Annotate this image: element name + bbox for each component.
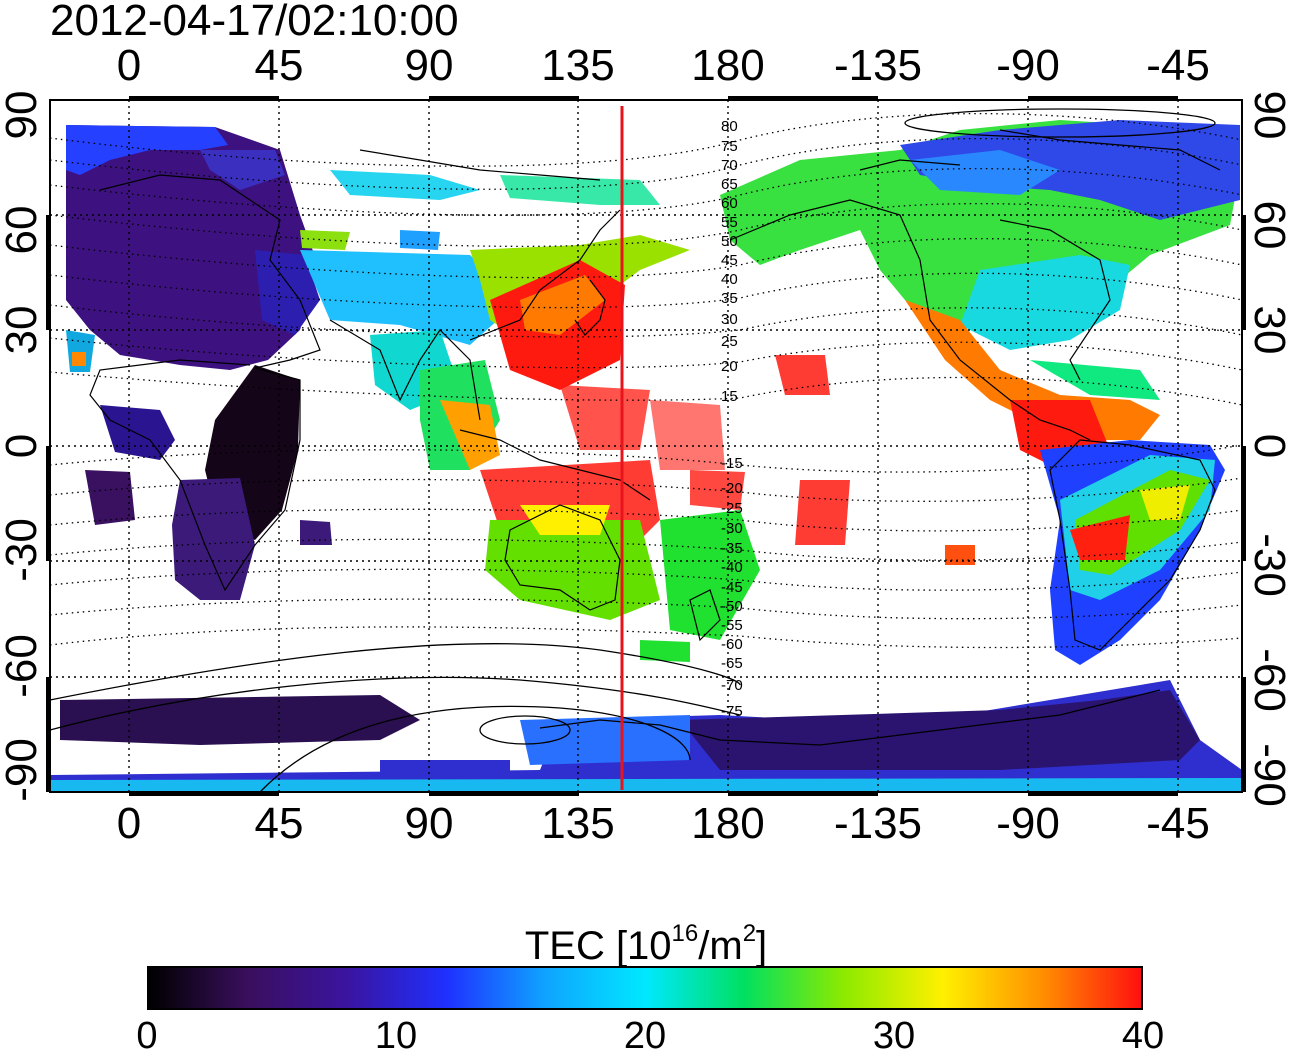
map-timestamp-title: 2012-04-17/02:10:00 (50, 0, 459, 45)
contour-label-s40: -40 (721, 559, 743, 576)
lat-lon-grid (50, 100, 1242, 792)
lon-tick-top-45: 45 (254, 41, 304, 90)
contour-label-s30: -30 (721, 520, 743, 537)
contour-label-s35: -35 (721, 540, 743, 557)
contour-label-30: 30 (721, 311, 738, 328)
contour-label-s60: -60 (721, 636, 743, 653)
lon-tick-bottom-135: 135 (541, 799, 615, 848)
tec-region-antarctica (50, 680, 1242, 792)
colorbar-tick-30: 30 (872, 1015, 916, 1057)
lat-tick-right-m60: -60 (1245, 648, 1292, 712)
lon-tick-bottom-90: 90 (404, 799, 454, 848)
lon-tick-top-135: 135 (541, 41, 615, 90)
contour-label-s45: -45 (721, 579, 743, 596)
tec-data-layer (50, 120, 1242, 792)
lat-tick-right-m30: -30 (1245, 533, 1292, 597)
lon-tick-bottom-m45: -45 (1146, 799, 1210, 848)
contour-label-s25: -25 (721, 500, 743, 517)
contour-label-75: 75 (721, 138, 738, 155)
tec-region-pacific (775, 355, 975, 565)
contour-label-s55: -55 (721, 617, 743, 634)
lon-tick-bottom-0: 0 (116, 799, 142, 848)
contour-label-s50: -50 (721, 598, 743, 615)
lat-tick-left-90: 90 (0, 90, 46, 140)
lon-tick-top-m90: -90 (996, 41, 1060, 90)
contour-label-15: 15 (721, 388, 738, 405)
lat-tick-left-m90: -90 (0, 738, 46, 802)
contour-label-s15: -15 (721, 455, 743, 472)
contour-label-s20: -20 (721, 480, 743, 497)
lat-tick-right-90: 90 (1245, 90, 1292, 140)
colorbar-tick-0: 0 (136, 1015, 158, 1057)
contour-label-s70: -70 (721, 677, 743, 694)
lat-tick-right-30: 30 (1245, 305, 1292, 355)
contour-label-s65: -65 (721, 655, 743, 672)
contour-label-60: 60 (721, 195, 738, 212)
contour-label-25: 25 (721, 333, 738, 350)
tec-region-asia (300, 170, 660, 470)
coastlines (89, 129, 1221, 746)
lon-tick-top-0: 0 (116, 41, 142, 90)
contour-label-80: 80 (721, 118, 738, 135)
lon-tick-bottom-m135: -135 (833, 799, 923, 848)
contour-label-20: 20 (721, 358, 738, 375)
colorbar-tick-10: 10 (374, 1015, 418, 1057)
contour-label-s75: -75 (721, 703, 743, 720)
lat-tick-right-m90: -90 (1245, 743, 1292, 807)
map-frame (46, 96, 1246, 796)
lat-tick-left-0: 0 (0, 433, 46, 459)
contour-label-55: 55 (721, 214, 738, 231)
contour-label-50: 50 (721, 233, 738, 250)
contour-label-65: 65 (721, 176, 738, 193)
contour-label-45: 45 (721, 252, 738, 269)
lat-tick-right-0: 0 (1245, 433, 1292, 459)
tec-region-north-america (720, 120, 1240, 470)
lon-tick-top-m135: -135 (833, 41, 923, 90)
lon-tick-top-m45: -45 (1146, 41, 1210, 90)
magnetic-contours (49, 108, 1243, 793)
colorbar-tick-20: 20 (623, 1015, 667, 1057)
tec-colorbar (147, 966, 1143, 1010)
lon-tick-bottom-180: 180 (691, 799, 765, 848)
lat-tick-right-60: 60 (1245, 200, 1292, 250)
lat-tick-left-m60: -60 (0, 634, 46, 698)
colorbar-tick-40: 40 (1121, 1015, 1165, 1057)
contour-label-40: 40 (721, 271, 738, 288)
contour-labels: 80 75 70 65 60 55 50 45 40 35 30 25 20 1… (721, 118, 743, 720)
tec-region-japan (470, 235, 725, 470)
colorbar-label: TEC [1016/m2] (524, 920, 768, 968)
contour-label-35: 35 (721, 290, 738, 307)
tec-region-australia (480, 460, 760, 662)
tec-region-europe (66, 125, 320, 372)
lon-tick-bottom-m90: -90 (996, 799, 1060, 848)
contour-label-70: 70 (721, 157, 738, 174)
lon-tick-top-180: 180 (691, 41, 765, 90)
lat-tick-left-m30: -30 (0, 518, 46, 582)
lat-tick-left-30: 30 (0, 305, 46, 355)
lat-tick-left-60: 60 (0, 205, 46, 255)
lon-tick-top-90: 90 (404, 41, 454, 90)
tec-region-africa (85, 365, 332, 600)
lon-tick-bottom-45: 45 (254, 799, 304, 848)
